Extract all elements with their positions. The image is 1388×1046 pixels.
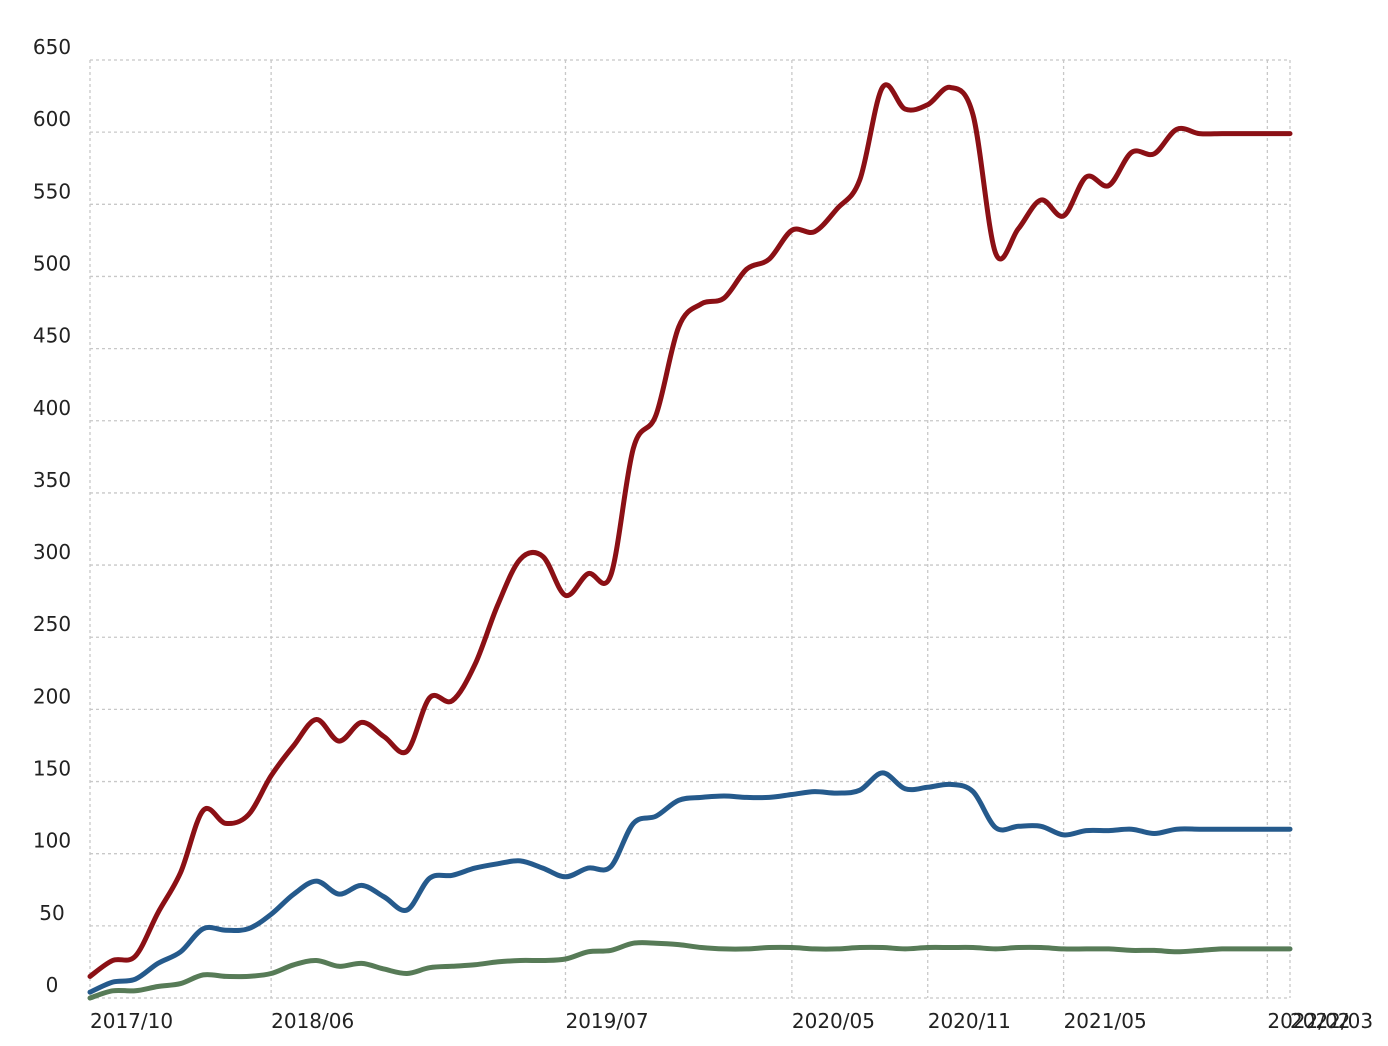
series-line-2 bbox=[87, 770, 1293, 995]
y-tick-label: 450 bbox=[33, 324, 71, 348]
y-tick-label: 500 bbox=[33, 251, 71, 275]
y-tick-label: 200 bbox=[33, 684, 71, 708]
y-tick-label: 650 bbox=[33, 35, 71, 59]
y-tick-label: 50 bbox=[39, 901, 64, 925]
x-tick-label: 2022/03 bbox=[1290, 1009, 1373, 1033]
y-tick-label: 100 bbox=[33, 829, 71, 853]
x-tick-label: 2018/06 bbox=[271, 1009, 354, 1033]
y-tick-label: 600 bbox=[33, 107, 71, 131]
x-tick-label: 2017/10 bbox=[90, 1009, 173, 1033]
x-tick-label: 2019/07 bbox=[565, 1009, 648, 1033]
y-tick-label: 150 bbox=[33, 757, 71, 781]
x-tick-label: 2021/05 bbox=[1064, 1009, 1147, 1033]
y-tick-label: 300 bbox=[33, 540, 71, 564]
y-tick-label: 350 bbox=[33, 468, 71, 492]
series-line-1 bbox=[87, 82, 1293, 979]
x-tick-label: 2022/02 bbox=[1267, 1009, 1350, 1033]
axis-ticks: 0 50 100 150 200 250 300 350 400 450 500 550 600 650 2… bbox=[33, 35, 1373, 1033]
grid bbox=[89, 59, 1291, 999]
y-tick-label: 400 bbox=[33, 396, 71, 420]
series-line-3 bbox=[87, 940, 1293, 1001]
x-tick-label: 2020/05 bbox=[792, 1009, 875, 1033]
x-tick-label: 2020/11 bbox=[928, 1009, 1011, 1033]
series-lines bbox=[87, 82, 1293, 1001]
y-tick-label: 0 bbox=[46, 973, 59, 997]
y-tick-label: 250 bbox=[33, 612, 71, 636]
y-tick-label: 550 bbox=[33, 179, 71, 203]
